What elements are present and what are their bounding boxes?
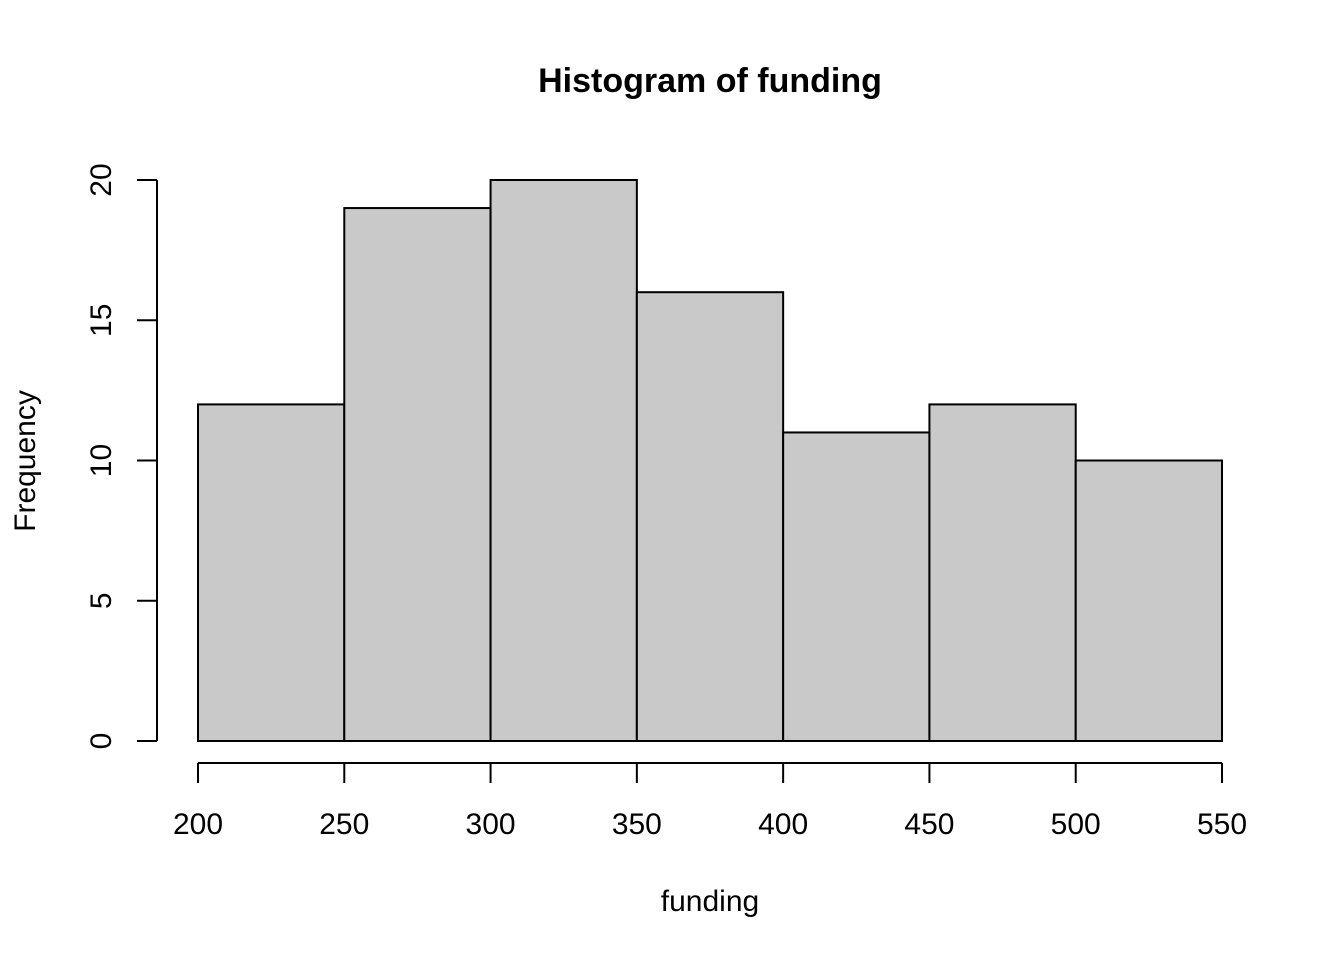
histogram-bar-250-300 (343, 207, 492, 743)
histogram-bar-200-250 (197, 403, 346, 742)
x-tick-label-400: 400 (758, 808, 808, 841)
y-axis-title: Frequency (9, 390, 42, 532)
y-axis-ticks: 0 5 10 15 20 (85, 163, 157, 749)
bars-group (197, 179, 1223, 743)
histogram-bar-450-500 (928, 403, 1077, 742)
x-axis-title: funding (661, 885, 759, 918)
x-tick-label-200: 200 (173, 808, 223, 841)
chart-title: Histogram of funding (538, 62, 882, 100)
histogram-bar-350-400 (635, 291, 785, 742)
x-tick-label-250: 250 (319, 808, 369, 841)
histogram-bar-500-550 (1074, 459, 1223, 742)
y-tick-label-10: 10 (85, 444, 118, 477)
x-axis-ticks: 200 250 300 350 400 450 500 550 (173, 763, 1247, 841)
y-tick-label-15: 15 (85, 304, 118, 337)
x-tick-label-300: 300 (466, 808, 516, 841)
x-tick-label-550: 550 (1197, 808, 1247, 841)
x-tick-label-350: 350 (612, 808, 662, 841)
y-tick-label-20: 20 (85, 163, 118, 196)
x-tick-label-500: 500 (1051, 808, 1101, 841)
x-tick-label-450: 450 (904, 808, 954, 841)
histogram-bar-300-350 (489, 179, 638, 742)
y-tick-label-5: 5 (85, 592, 118, 609)
y-tick-label-0: 0 (85, 733, 118, 750)
histogram-bar-400-450 (782, 431, 931, 742)
